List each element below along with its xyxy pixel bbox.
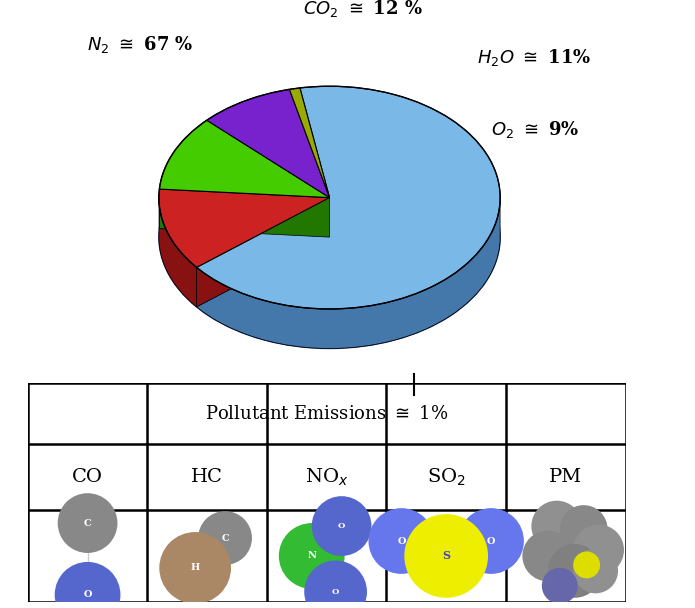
FancyBboxPatch shape <box>28 383 626 602</box>
Ellipse shape <box>159 126 500 348</box>
Ellipse shape <box>279 523 345 589</box>
Polygon shape <box>197 198 329 307</box>
Ellipse shape <box>548 544 602 598</box>
Ellipse shape <box>58 493 117 553</box>
Ellipse shape <box>368 508 434 574</box>
Polygon shape <box>197 86 500 309</box>
Polygon shape <box>197 194 500 348</box>
Ellipse shape <box>523 531 573 581</box>
Polygon shape <box>159 120 329 198</box>
Ellipse shape <box>198 511 252 565</box>
Text: H: H <box>190 564 199 572</box>
Ellipse shape <box>312 496 372 556</box>
Text: O: O <box>338 522 345 530</box>
Ellipse shape <box>573 525 624 575</box>
Text: O: O <box>486 536 496 545</box>
Ellipse shape <box>55 562 120 608</box>
Text: Pollutant Emissions $\cong$ 1%: Pollutant Emissions $\cong$ 1% <box>205 405 448 423</box>
Text: N: N <box>307 551 316 561</box>
Text: $N_2$ $\cong$ 67 %: $N_2$ $\cong$ 67 % <box>87 35 194 55</box>
Ellipse shape <box>404 514 488 598</box>
Polygon shape <box>159 189 329 237</box>
Text: C: C <box>221 534 229 542</box>
Ellipse shape <box>573 548 618 593</box>
Ellipse shape <box>304 561 367 608</box>
Text: HC: HC <box>191 468 223 486</box>
Polygon shape <box>207 89 329 198</box>
Ellipse shape <box>458 508 524 574</box>
Polygon shape <box>159 189 329 237</box>
Text: O: O <box>397 536 406 545</box>
Text: S: S <box>442 550 450 561</box>
Polygon shape <box>197 198 329 307</box>
Text: $O_2$ $\cong$ 9%: $O_2$ $\cong$ 9% <box>491 119 580 140</box>
Text: $H_2O$ $\cong$ 11%: $H_2O$ $\cong$ 11% <box>477 47 591 68</box>
Text: SO$_2$: SO$_2$ <box>427 466 466 488</box>
Text: $CO_2$ $\cong$ 12 %: $CO_2$ $\cong$ 12 % <box>302 0 423 19</box>
Text: CO: CO <box>72 468 103 486</box>
Text: NO$_x$: NO$_x$ <box>305 466 348 488</box>
Polygon shape <box>289 88 329 198</box>
Ellipse shape <box>532 500 582 551</box>
Text: O: O <box>332 588 339 596</box>
Text: PM: PM <box>549 468 582 486</box>
Ellipse shape <box>559 505 607 553</box>
Polygon shape <box>159 193 197 307</box>
Ellipse shape <box>573 551 600 578</box>
Ellipse shape <box>159 532 231 604</box>
Text: O: O <box>83 590 92 599</box>
Polygon shape <box>159 189 329 268</box>
Ellipse shape <box>542 568 578 604</box>
Text: C: C <box>83 519 92 528</box>
